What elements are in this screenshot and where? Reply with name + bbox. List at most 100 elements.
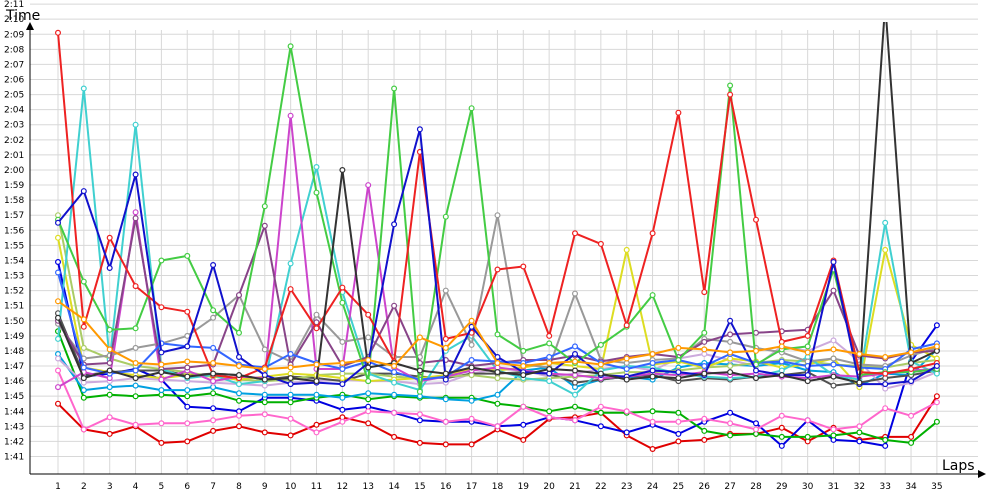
data-point	[261, 391, 268, 398]
x-tick-label: 23	[621, 482, 632, 492]
data-point	[391, 409, 398, 416]
x-tick-label: 9	[262, 482, 268, 492]
data-point	[727, 420, 734, 427]
data-point	[106, 360, 113, 367]
y-tick-label: 1:56	[4, 226, 24, 236]
y-tick-label: 1:41	[4, 453, 24, 463]
data-point	[571, 367, 578, 374]
data-point	[649, 351, 656, 358]
data-point	[391, 433, 398, 440]
data-point	[210, 378, 217, 385]
y-tick-label: 1:48	[4, 347, 24, 357]
data-point	[287, 286, 294, 293]
data-point	[365, 357, 372, 364]
data-point	[908, 366, 915, 373]
data-point	[442, 213, 449, 220]
data-point	[106, 346, 113, 353]
data-point	[597, 240, 604, 247]
data-point	[80, 316, 87, 323]
y-tick-label: 1:43	[4, 422, 24, 432]
data-point	[365, 364, 372, 371]
data-point	[778, 372, 785, 379]
y-tick-label: 2:06	[4, 76, 24, 86]
x-tick-label: 30	[802, 482, 814, 492]
data-point	[80, 394, 87, 401]
data-point	[261, 366, 268, 373]
data-point	[313, 325, 320, 332]
data-point	[882, 381, 889, 388]
data-point	[236, 354, 243, 361]
grid	[30, 3, 978, 474]
data-point	[623, 355, 630, 362]
data-point	[54, 234, 61, 241]
data-point	[752, 216, 759, 223]
data-point	[701, 289, 708, 296]
data-point	[546, 414, 553, 421]
data-point	[236, 372, 243, 379]
data-point	[494, 391, 501, 398]
data-point	[727, 338, 734, 345]
data-point	[546, 340, 553, 347]
data-point	[184, 438, 191, 445]
data-point	[752, 347, 759, 354]
data-point	[752, 426, 759, 433]
data-point	[804, 372, 811, 379]
data-point	[442, 287, 449, 294]
y-tick-label: 2:02	[4, 136, 24, 146]
data-point	[494, 360, 501, 367]
series-group	[54, 393, 940, 453]
data-point	[287, 381, 294, 388]
data-point	[442, 335, 449, 342]
data-point	[184, 420, 191, 427]
data-point	[623, 366, 630, 373]
x-tick-label: 3	[107, 482, 113, 492]
data-point	[701, 436, 708, 443]
data-point	[210, 307, 217, 314]
data-point	[416, 439, 423, 446]
data-point	[701, 338, 708, 345]
data-point	[804, 332, 811, 339]
data-point	[442, 396, 449, 403]
data-point	[416, 367, 423, 374]
axes: Time Laps	[5, 8, 986, 478]
data-point	[675, 369, 682, 376]
data-point	[882, 436, 889, 443]
y-tick-label: 1:47	[4, 362, 24, 372]
data-point	[830, 361, 837, 368]
data-point	[158, 439, 165, 446]
x-tick-label: 19	[518, 482, 530, 492]
data-point	[727, 369, 734, 376]
data-point	[804, 349, 811, 356]
data-point	[442, 418, 449, 425]
data-point	[933, 363, 940, 370]
data-point	[675, 438, 682, 445]
y-tick-label: 2:03	[4, 121, 24, 131]
data-point	[184, 403, 191, 410]
data-point	[158, 376, 165, 383]
x-tick-label: 27	[724, 482, 735, 492]
x-tick-label: 16	[440, 482, 452, 492]
data-point	[80, 344, 87, 351]
data-point	[856, 429, 863, 436]
data-point	[287, 415, 294, 422]
data-point	[571, 391, 578, 398]
data-point	[675, 409, 682, 416]
data-point	[727, 409, 734, 416]
data-point	[158, 304, 165, 311]
data-point	[442, 441, 449, 448]
data-point	[287, 112, 294, 119]
data-point	[908, 349, 915, 356]
data-point	[830, 287, 837, 294]
data-point	[675, 109, 682, 116]
data-point	[132, 325, 139, 332]
data-point	[882, 219, 889, 226]
data-point	[597, 409, 604, 416]
data-point	[830, 373, 837, 380]
series	[54, 22, 940, 453]
data-point	[184, 332, 191, 339]
data-point	[391, 302, 398, 309]
data-point	[675, 357, 682, 364]
data-point	[313, 311, 320, 318]
data-point	[391, 379, 398, 386]
data-point	[391, 363, 398, 370]
